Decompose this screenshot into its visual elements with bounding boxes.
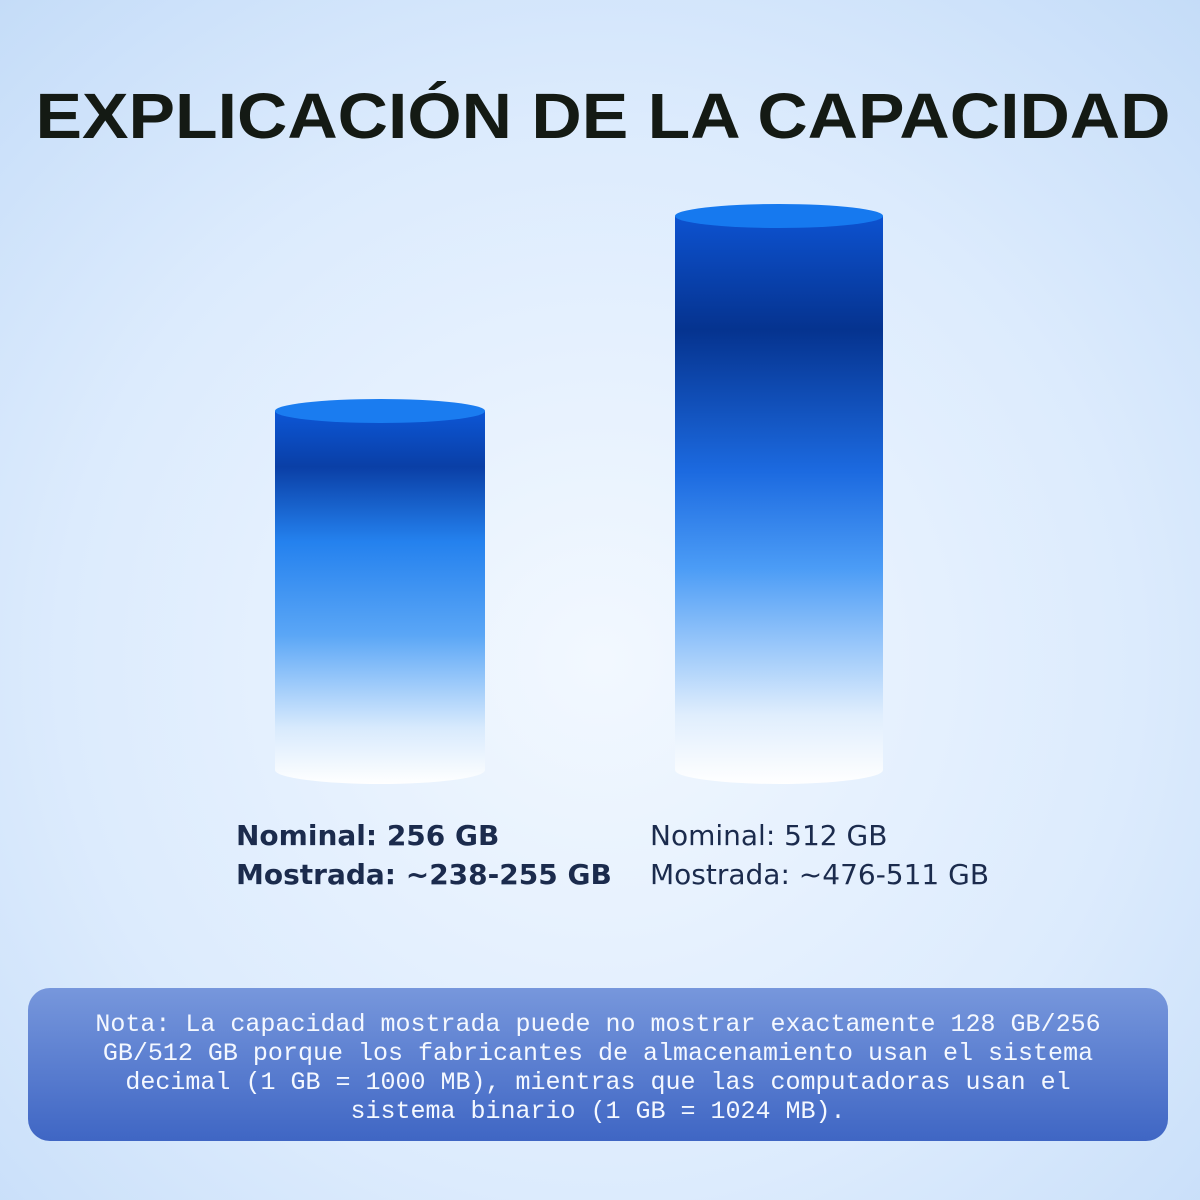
note-line: decimal (1 GB = 1000 MB), mientras que l… — [125, 1068, 1070, 1097]
note-box — [28, 988, 1168, 1141]
note-line: Nota: La capacidad mostrada puede no mos… — [95, 1010, 1100, 1039]
note-line: sistema binario (1 GB = 1024 MB). — [350, 1097, 845, 1126]
title: EXPLICACIÓN DE LA CAPACIDAD — [36, 80, 1171, 152]
nominal-label: Nominal: 512 GB — [650, 819, 887, 852]
cylinder-large — [675, 204, 883, 784]
cylinder-small — [275, 399, 485, 784]
note: Nota: La capacidad mostrada puede no mos… — [95, 1010, 1100, 1126]
shown-label: Mostrada: ~238-255 GB — [236, 858, 612, 891]
shown-label: Mostrada: ~476-511 GB — [650, 858, 989, 891]
nominal-label: Nominal: 256 GB — [236, 819, 499, 852]
note-line: GB/512 GB porque los fabricantes de alma… — [103, 1039, 1093, 1068]
